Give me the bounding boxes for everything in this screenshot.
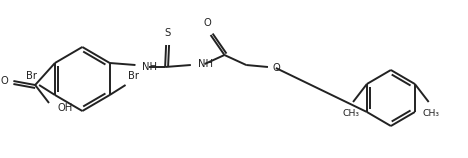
- Text: CH₃: CH₃: [343, 109, 359, 118]
- Text: NH: NH: [198, 59, 213, 69]
- Text: S: S: [164, 28, 170, 38]
- Text: CH₃: CH₃: [422, 109, 439, 118]
- Text: Br: Br: [26, 71, 37, 81]
- Text: Br: Br: [128, 71, 139, 81]
- Text: O: O: [1, 76, 8, 86]
- Text: O: O: [273, 63, 281, 73]
- Text: OH: OH: [58, 103, 73, 113]
- Text: NH: NH: [142, 62, 157, 72]
- Text: O: O: [204, 18, 212, 28]
